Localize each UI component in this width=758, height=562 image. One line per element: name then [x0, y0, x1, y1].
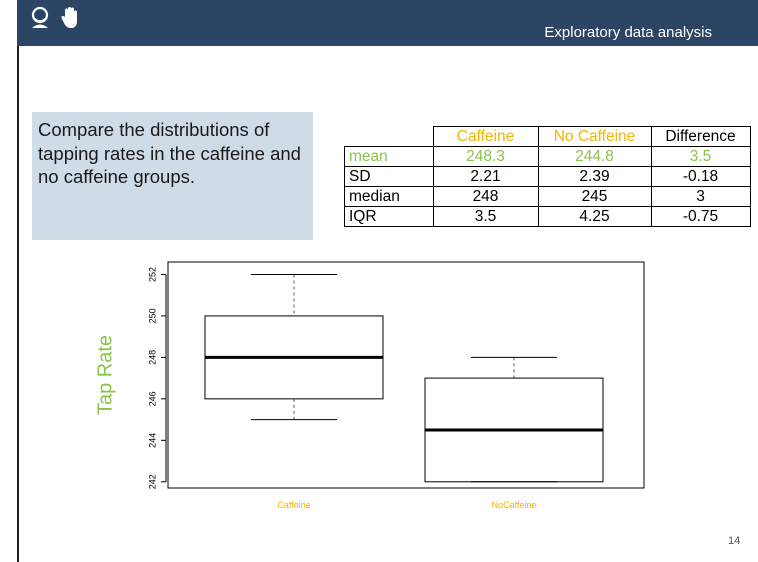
cell-caffeine: 3.5 — [432, 206, 539, 227]
cell-difference: -0.75 — [650, 206, 751, 227]
y-tick-label: 244 — [147, 433, 157, 448]
student-icon — [31, 6, 49, 28]
table-header-row: Caffeine No Caffeine Difference — [344, 126, 751, 147]
table-header-empty — [344, 126, 434, 147]
row-label: IQR — [344, 206, 434, 227]
cell-difference: 3 — [650, 186, 751, 207]
y-tick-label: 248 — [147, 350, 157, 365]
boxplot-chart: 242 244 246 248 250 252 Tap Rate Caffeine NoCaff… — [94, 261, 645, 510]
plot-frame — [167, 261, 645, 489]
cell-caffeine: 248.3 — [432, 146, 539, 167]
table-header-caffeine: Caffeine — [432, 126, 539, 147]
cell-no-caffeine: 4.25 — [537, 206, 652, 227]
cell-caffeine: 248 — [432, 186, 539, 207]
table-row: SD 2.21 2.39 -0.18 — [344, 166, 751, 187]
y-tick-label: 242 — [147, 474, 157, 489]
slide-frame-left — [17, 0, 19, 562]
raised-hand-icon — [61, 7, 77, 28]
prompt-box — [32, 112, 313, 240]
row-label: mean — [344, 146, 434, 167]
table-header-no-caffeine: No Caffeine — [537, 126, 652, 147]
y-tick-label: 250 — [147, 308, 157, 323]
table-row: IQR 3.5 4.25 -0.75 — [344, 206, 751, 227]
stats-table: Caffeine No Caffeine Difference mean 248… — [344, 126, 751, 227]
y-tick-label: 246 — [147, 391, 157, 406]
cell-caffeine: 2.21 — [432, 166, 539, 187]
y-axis-label: Tap Rate — [94, 335, 116, 415]
cell-difference: -0.18 — [650, 166, 751, 187]
y-tick-label: 252 — [147, 267, 157, 282]
cell-no-caffeine: 2.39 — [537, 166, 652, 187]
cell-difference: 3.5 — [650, 146, 751, 167]
table-row: mean 248.3 244.8 3.5 — [344, 146, 751, 167]
x-tick-label: NoCaffeine — [492, 500, 537, 510]
slide-header: Exploratory data analysis — [17, 0, 758, 46]
table-header-difference: Difference — [650, 126, 751, 147]
table-row: median 248 245 3 — [344, 186, 751, 207]
cell-no-caffeine: 244.8 — [537, 146, 652, 167]
prompt-text: Compare the distributions of tapping rat… — [38, 119, 301, 187]
x-tick-label: Caffeine — [277, 500, 310, 510]
row-label: SD — [344, 166, 434, 187]
row-label: median — [344, 186, 434, 207]
page-number: 14 — [728, 535, 741, 547]
cell-no-caffeine: 245 — [537, 186, 652, 207]
slide-title: Exploratory data analysis — [544, 24, 712, 41]
